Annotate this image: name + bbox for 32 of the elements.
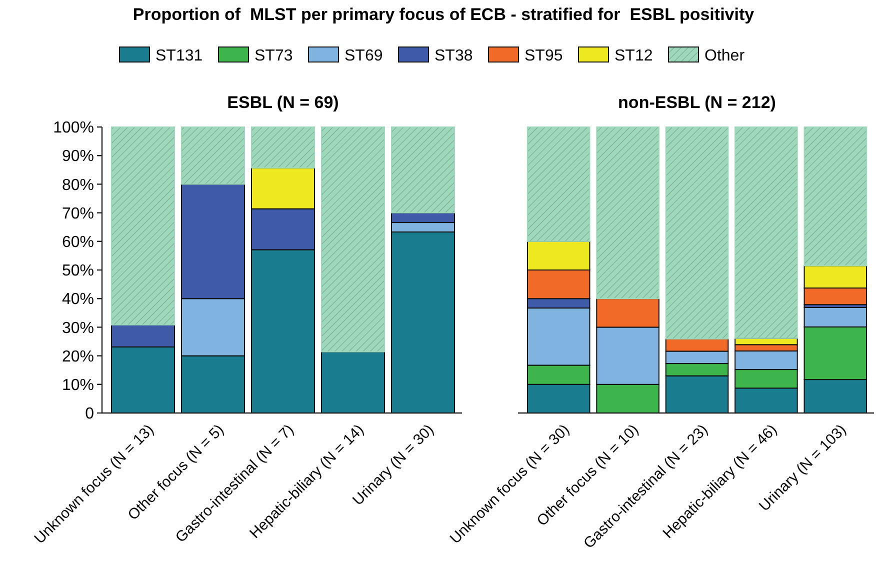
text: Proportion of MLST per primary focus of ECB - stratified for ESBL positivity — [132, 5, 755, 24]
bar — [526, 126, 590, 242]
legend-label: ST69 — [344, 48, 383, 65]
bar — [181, 126, 245, 185]
bar — [111, 126, 175, 326]
bar — [391, 126, 455, 214]
legend-label: ST38 — [434, 48, 473, 65]
legend-label: ST12 — [614, 48, 653, 65]
legend-label: ST95 — [524, 48, 563, 65]
bar — [804, 126, 868, 266]
y-tick-label: 30% — [62, 320, 94, 337]
bar — [321, 351, 385, 414]
y-tick-label: 50% — [62, 262, 94, 280]
bar — [321, 126, 385, 352]
y-tick-label: 100% — [53, 120, 94, 137]
legend-label: ST73 — [254, 48, 293, 65]
bar — [596, 126, 660, 300]
y-tick-label: 60% — [62, 234, 94, 251]
legend-label: ST131 — [156, 48, 203, 65]
y-tick-label: 0 — [85, 406, 94, 423]
bar — [251, 126, 315, 168]
bar — [665, 126, 729, 340]
bar — [734, 126, 798, 339]
y-tick-label: 10% — [62, 377, 94, 394]
legend-label: Other — [704, 48, 746, 65]
y-tick-label: 70% — [62, 205, 94, 222]
y-tick-label: 90% — [62, 148, 94, 166]
chart-title: ESBL (N = 69) — [227, 93, 339, 112]
y-tick-label: 80% — [62, 176, 94, 194]
chart-title: non-ESBL (N = 212) — [618, 93, 776, 112]
y-tick-label: 40% — [62, 291, 94, 308]
y-tick-label: 20% — [62, 348, 94, 366]
